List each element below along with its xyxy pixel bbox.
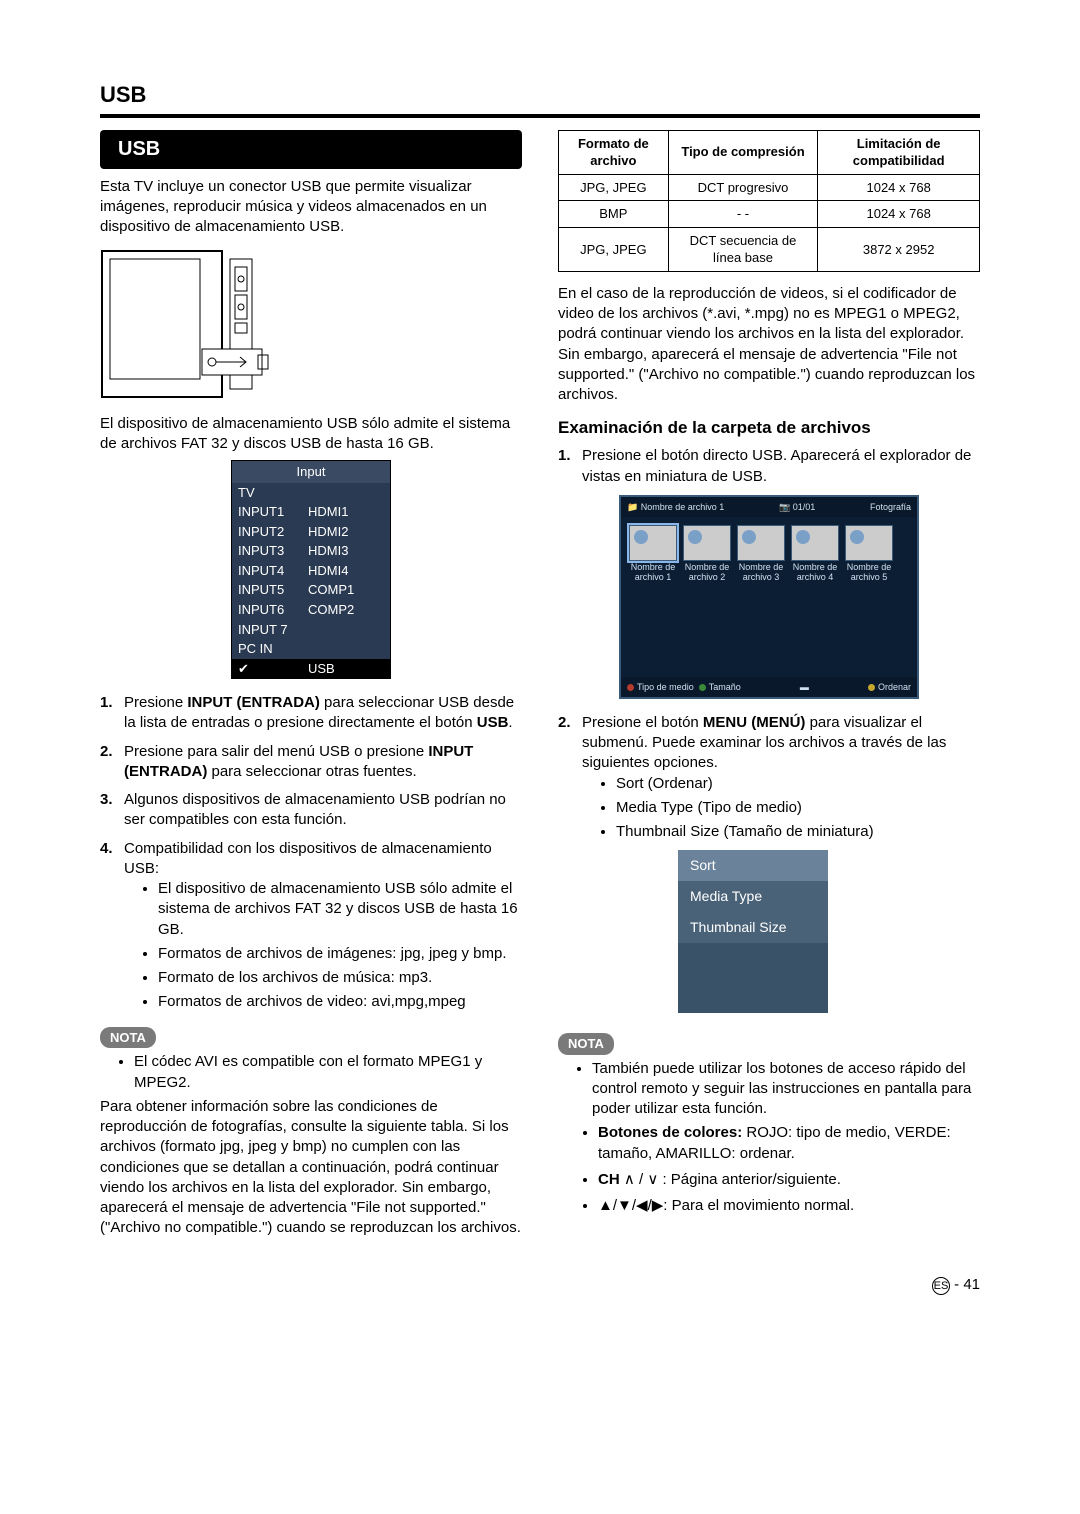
exam-steps-2: Presione el botón MENU (MENÚ) para visua…: [558, 713, 980, 843]
input-menu-selected-label: USB: [308, 660, 335, 678]
thumbnail: Nombre de archivo 2: [683, 525, 731, 583]
check-icon: ✔: [238, 660, 308, 678]
page-number: 41: [963, 1276, 980, 1293]
input-menu-row: INPUT5COMP1: [232, 580, 390, 600]
input-menu-row: INPUT3HDMI3: [232, 541, 390, 561]
list-item: Media Type (Tipo de medio): [616, 798, 980, 818]
page-title: USB: [100, 80, 980, 110]
left-steps: Presione INPUT (ENTRADA) para selecciona…: [100, 693, 522, 1013]
input-menu-row: INPUT4HDMI4: [232, 561, 390, 581]
nota-left-bullet: El códec AVI es compatible con el format…: [134, 1052, 522, 1093]
step-4: Compatibilidad con los dispositivos de a…: [100, 839, 522, 1013]
table-row: JPG, JPEGDCT progresivo1024 x 768: [559, 174, 980, 201]
nota-left-list: El códec AVI es compatible con el format…: [100, 1052, 522, 1093]
list-item: El dispositivo de almacenamiento USB sól…: [158, 879, 522, 940]
thumbnail: Nombre de archivo 4: [791, 525, 839, 583]
input-menu-row: INPUT6COMP2: [232, 600, 390, 620]
browser-filename: Nombre de archivo 1: [641, 502, 725, 512]
thumbnail: Nombre de archivo 3: [737, 525, 785, 583]
page-footer: ES - 41: [100, 1275, 980, 1295]
list-item: Formatos de archivos de video: avi,mpg,m…: [158, 992, 522, 1012]
right-column: Formato de archivoTipo de compresiónLimi…: [558, 130, 980, 1245]
input-menu-row: INPUT 7: [232, 620, 390, 640]
list-item: Formatos de archivos de imágenes: jpg, j…: [158, 944, 522, 964]
input-source-menu: Input TVINPUT1HDMI1INPUT2HDMI2INPUT3HDMI…: [231, 460, 391, 679]
table-header: Limitación de compatibilidad: [818, 130, 980, 174]
left-column: USB Esta TV incluye un conector USB que …: [100, 130, 522, 1245]
lang-badge: ES: [932, 1277, 950, 1295]
long-paragraph: Para obtener información sobre las condi…: [100, 1097, 522, 1239]
submenu-ui: Sort Media Type Thumbnail Size: [678, 850, 828, 1013]
thumbnail: Nombre de archivo 1: [629, 525, 677, 583]
tv-usb-illustration: [100, 249, 290, 399]
submenu-sort: Sort: [678, 850, 828, 881]
usb-section-bar: USB: [100, 130, 522, 169]
submenu-media-type: Media Type: [678, 881, 828, 912]
browser-mode: Fotografía: [870, 501, 911, 513]
dot-green-icon: [699, 684, 706, 691]
input-menu-row: TV: [232, 483, 390, 503]
input-menu-selected: ✔ USB: [232, 659, 390, 679]
input-menu-row: INPUT2HDMI2: [232, 522, 390, 542]
hint-colors: Botones de colores: ROJO: tipo de medio,…: [598, 1123, 980, 1164]
table-row: BMP- -1024 x 768: [559, 201, 980, 228]
title-rule: [100, 114, 980, 118]
storage-note: El dispositivo de almacenamiento USB sól…: [100, 414, 522, 455]
thumbnail: Nombre de archivo 5: [845, 525, 893, 583]
usb-browser-ui: 📁 Nombre de archivo 1 📷 01/01 Fotografía…: [619, 495, 919, 699]
browser-count: 01/01: [793, 502, 816, 512]
exam-options: Sort (Ordenar) Media Type (Tipo de medio)…: [582, 774, 980, 843]
table-row: JPG, JPEGDCT secuencia de línea base3872…: [559, 227, 980, 271]
exam-heading: Examinación de la carpeta de archivos: [558, 417, 980, 440]
list-item: Thumbnail Size (Tamaño de miniatura): [616, 822, 980, 842]
nota-right-list: También puede utilizar los botones de ac…: [558, 1059, 980, 1120]
input-menu-header: Input: [232, 461, 390, 483]
dot-yellow-icon: [868, 684, 875, 691]
nota-right-bullet: También puede utilizar los botones de ac…: [592, 1059, 980, 1120]
control-hints: Botones de colores: ROJO: tipo de medio,…: [558, 1123, 980, 1216]
step-3: Algunos dispositivos de almacenamiento U…: [100, 790, 522, 831]
submenu-thumbnail-size: Thumbnail Size: [678, 912, 828, 943]
nota-tag-right: NOTA: [558, 1033, 614, 1055]
step-2: Presione para salir del menú USB o presi…: [100, 742, 522, 783]
step-1: Presione INPUT (ENTRADA) para selecciona…: [100, 693, 522, 734]
input-menu-row: PC IN: [232, 639, 390, 659]
table-header: Formato de archivo: [559, 130, 669, 174]
dot-red-icon: [627, 684, 634, 691]
input-menu-row: INPUT1HDMI1: [232, 502, 390, 522]
exam-step-1: Presione el botón directo USB. Aparecerá…: [558, 446, 980, 487]
hint-ch: CH ∧ / ∨ : Página anterior/siguiente.: [598, 1170, 980, 1190]
list-item: Sort (Ordenar): [616, 774, 980, 794]
exam-steps: Presione el botón directo USB. Aparecerá…: [558, 446, 980, 487]
step-4-bullets: El dispositivo de almacenamiento USB sól…: [124, 879, 522, 1013]
exam-step-2: Presione el botón MENU (MENÚ) para visua…: [558, 713, 980, 843]
intro-text: Esta TV incluye un conector USB que perm…: [100, 177, 522, 238]
video-paragraph: En el caso de la reproducción de videos,…: [558, 284, 980, 406]
table-header: Tipo de compresión: [668, 130, 818, 174]
nota-tag-left: NOTA: [100, 1027, 156, 1049]
hint-arrows: ▲/▼/◀/▶: Para el movimiento normal.: [598, 1196, 980, 1216]
compat-table: Formato de archivoTipo de compresiónLimi…: [558, 130, 980, 272]
list-item: Formato de los archivos de música: mp3.: [158, 968, 522, 988]
